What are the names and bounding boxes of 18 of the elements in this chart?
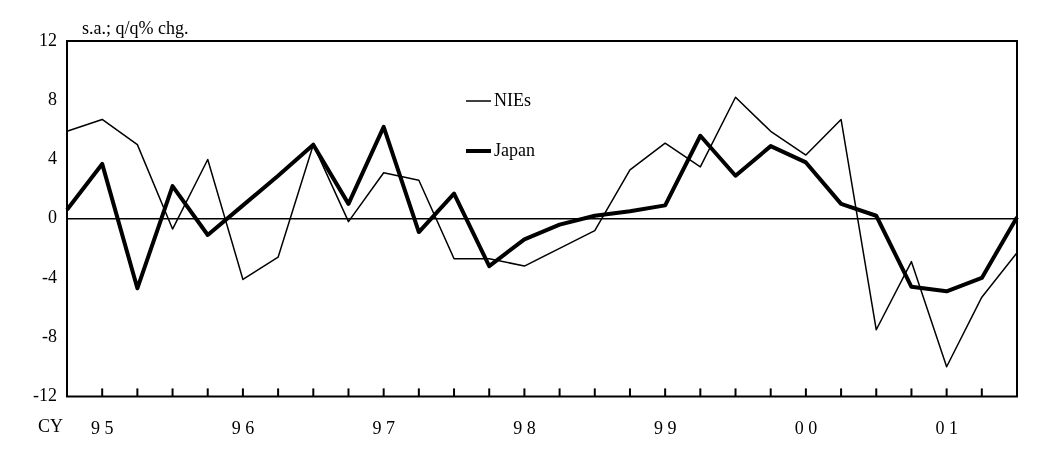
x-axis-title: CY bbox=[38, 416, 64, 437]
y-tick-label: 0 bbox=[48, 207, 57, 228]
x-tick-label: 9 8 bbox=[513, 417, 536, 438]
x-tick-label: 9 7 bbox=[372, 417, 395, 438]
x-tick-label: 0 1 bbox=[935, 417, 958, 438]
y-tick-label: -12 bbox=[33, 385, 57, 406]
x-tick-label: 9 9 bbox=[653, 417, 677, 438]
x-tick-label: 0 0 bbox=[794, 417, 818, 438]
y-tick-label: -8 bbox=[42, 325, 57, 346]
y-tick-label: 8 bbox=[48, 88, 57, 109]
y-axis-title: s.a.; q/q% chg. bbox=[82, 17, 189, 38]
y-tick-label: -4 bbox=[42, 266, 57, 287]
y-tick-label: 12 bbox=[39, 29, 57, 50]
legend-label: NIEs bbox=[494, 89, 531, 110]
x-tick-label: 9 5 bbox=[90, 417, 114, 438]
legend-label: Japan bbox=[494, 139, 535, 160]
x-tick-label: 9 6 bbox=[231, 417, 255, 438]
y-tick-label: 4 bbox=[48, 148, 57, 169]
